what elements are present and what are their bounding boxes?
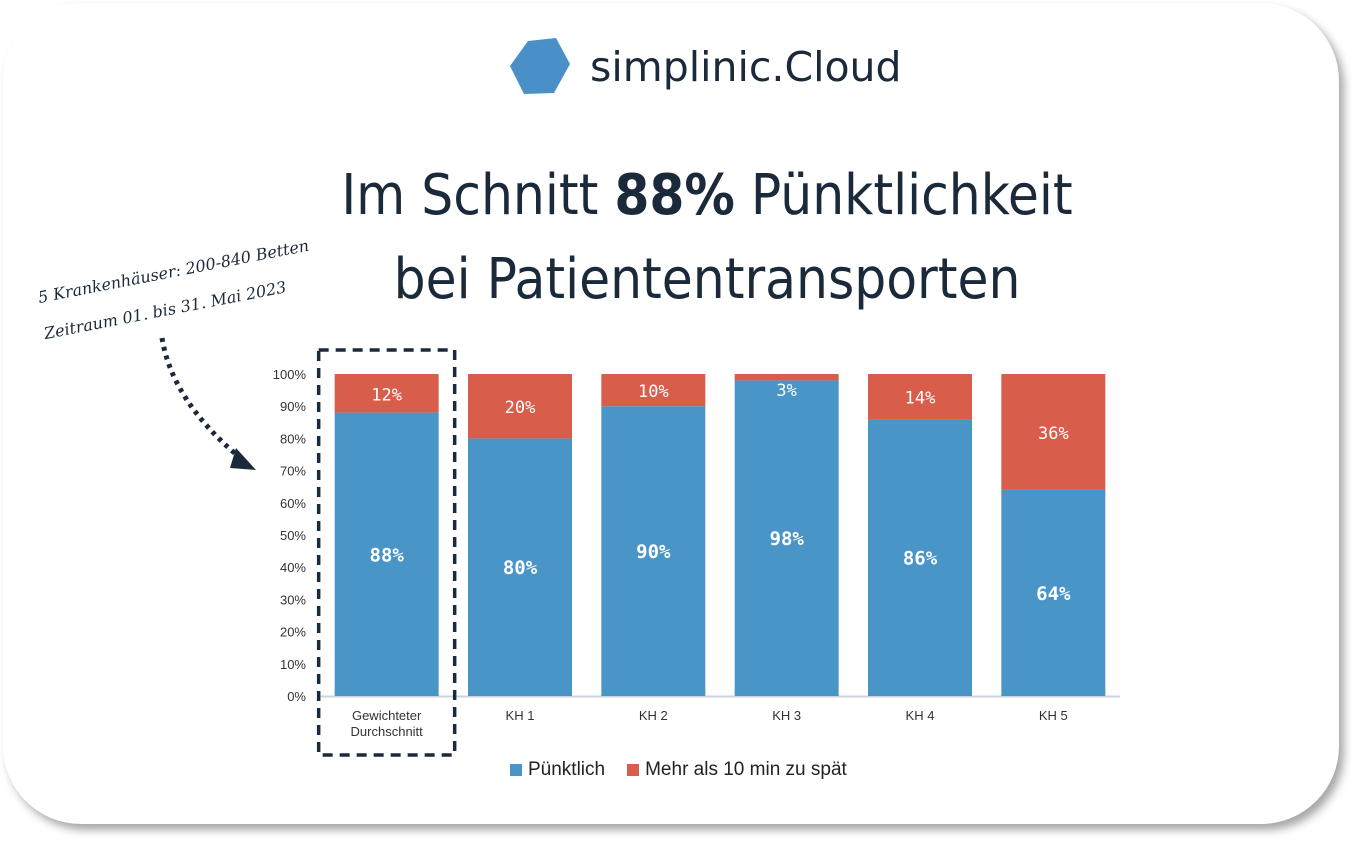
- y-tick-label: 20%: [280, 625, 306, 640]
- legend-label-ontime: Pünktlich: [528, 759, 606, 780]
- page-title-line-2: bei Patiententransporten: [393, 247, 1021, 312]
- legend-item-late: Mehr als 10 min zu spät: [627, 759, 847, 781]
- y-tick-label: 30%: [280, 592, 306, 607]
- y-tick-label: 10%: [280, 657, 306, 672]
- data-label-late: 3%: [776, 381, 796, 401]
- title-highlight-value: 88%: [614, 163, 735, 228]
- x-tick-label: Durchschnitt: [351, 724, 424, 739]
- bar-late: [601, 374, 706, 407]
- data-label-late: 12%: [371, 385, 402, 405]
- data-label-ontime: 86%: [903, 548, 938, 570]
- y-tick-label: 50%: [280, 528, 306, 543]
- data-label-ontime: 80%: [503, 557, 538, 579]
- legend-swatch-late: [627, 764, 640, 776]
- data-label-ontime: 88%: [370, 544, 405, 566]
- legend-item-ontime: Pünktlich: [510, 759, 605, 781]
- bar-ontime: [334, 412, 439, 696]
- data-label-ontime: 64%: [1036, 583, 1071, 605]
- brand-name: simplinic.Cloud: [590, 43, 902, 91]
- y-tick-label: 100%: [273, 367, 307, 382]
- brand-logo: simplinic.Cloud: [510, 37, 902, 97]
- data-label-ontime: 90%: [636, 541, 671, 563]
- x-tick-label: KH 2: [639, 708, 668, 723]
- x-tick-label: KH 1: [506, 708, 535, 723]
- arrow-dotted-line: [159, 337, 240, 458]
- bar-late: [468, 374, 572, 439]
- y-tick-label: 0%: [287, 689, 306, 704]
- legend-swatch-ontime: [510, 764, 522, 776]
- page-title-line-1: Im Schnitt 88% Pünktlichkeit: [0, 168, 1358, 224]
- arrow-head-icon: [230, 448, 256, 470]
- x-tick-label: KH 5: [1039, 708, 1068, 723]
- hexagon-logo-icon: [510, 38, 570, 94]
- y-tick-label: 40%: [280, 560, 306, 575]
- x-tick-label: KH 4: [906, 708, 935, 723]
- chart-legend: Pünktlich Mehr als 10 min zu spät: [510, 759, 869, 781]
- data-label-late: 14%: [905, 389, 936, 409]
- y-tick-label: 90%: [280, 399, 306, 414]
- data-label-late: 20%: [505, 398, 536, 418]
- bar-late: [734, 374, 839, 381]
- data-label-late: 10%: [638, 382, 669, 402]
- dotted-arrow: [159, 337, 256, 470]
- y-tick-label: 60%: [280, 496, 306, 511]
- bar-late: [1001, 374, 1106, 490]
- highlight-box-average: [316, 348, 457, 757]
- y-tick-label: 70%: [280, 464, 306, 479]
- title-suffix: Pünktlichkeit: [734, 163, 1073, 228]
- bars: 88% 12% 80% 20% 90% 10% 98% 3% 86% 14% 64% 36%: [334, 374, 1106, 696]
- bar-ontime: [601, 406, 706, 696]
- bar-ontime: [734, 380, 839, 696]
- x-tick-label: Gewichteter: [352, 708, 422, 723]
- bar-ontime: [468, 438, 572, 696]
- bar-late: [334, 374, 439, 413]
- title-prefix: Im Schnitt: [341, 163, 615, 228]
- bar-late: [868, 374, 972, 420]
- data-label-ontime: 98%: [770, 528, 805, 550]
- y-tick-label: 80%: [280, 431, 306, 446]
- data-label-late: 36%: [1038, 424, 1069, 444]
- bar-ontime: [868, 419, 972, 696]
- x-tick-label: KH 3: [772, 708, 801, 723]
- bar-ontime: [1001, 489, 1106, 696]
- legend-label-late: Mehr als 10 min zu spät: [645, 759, 847, 780]
